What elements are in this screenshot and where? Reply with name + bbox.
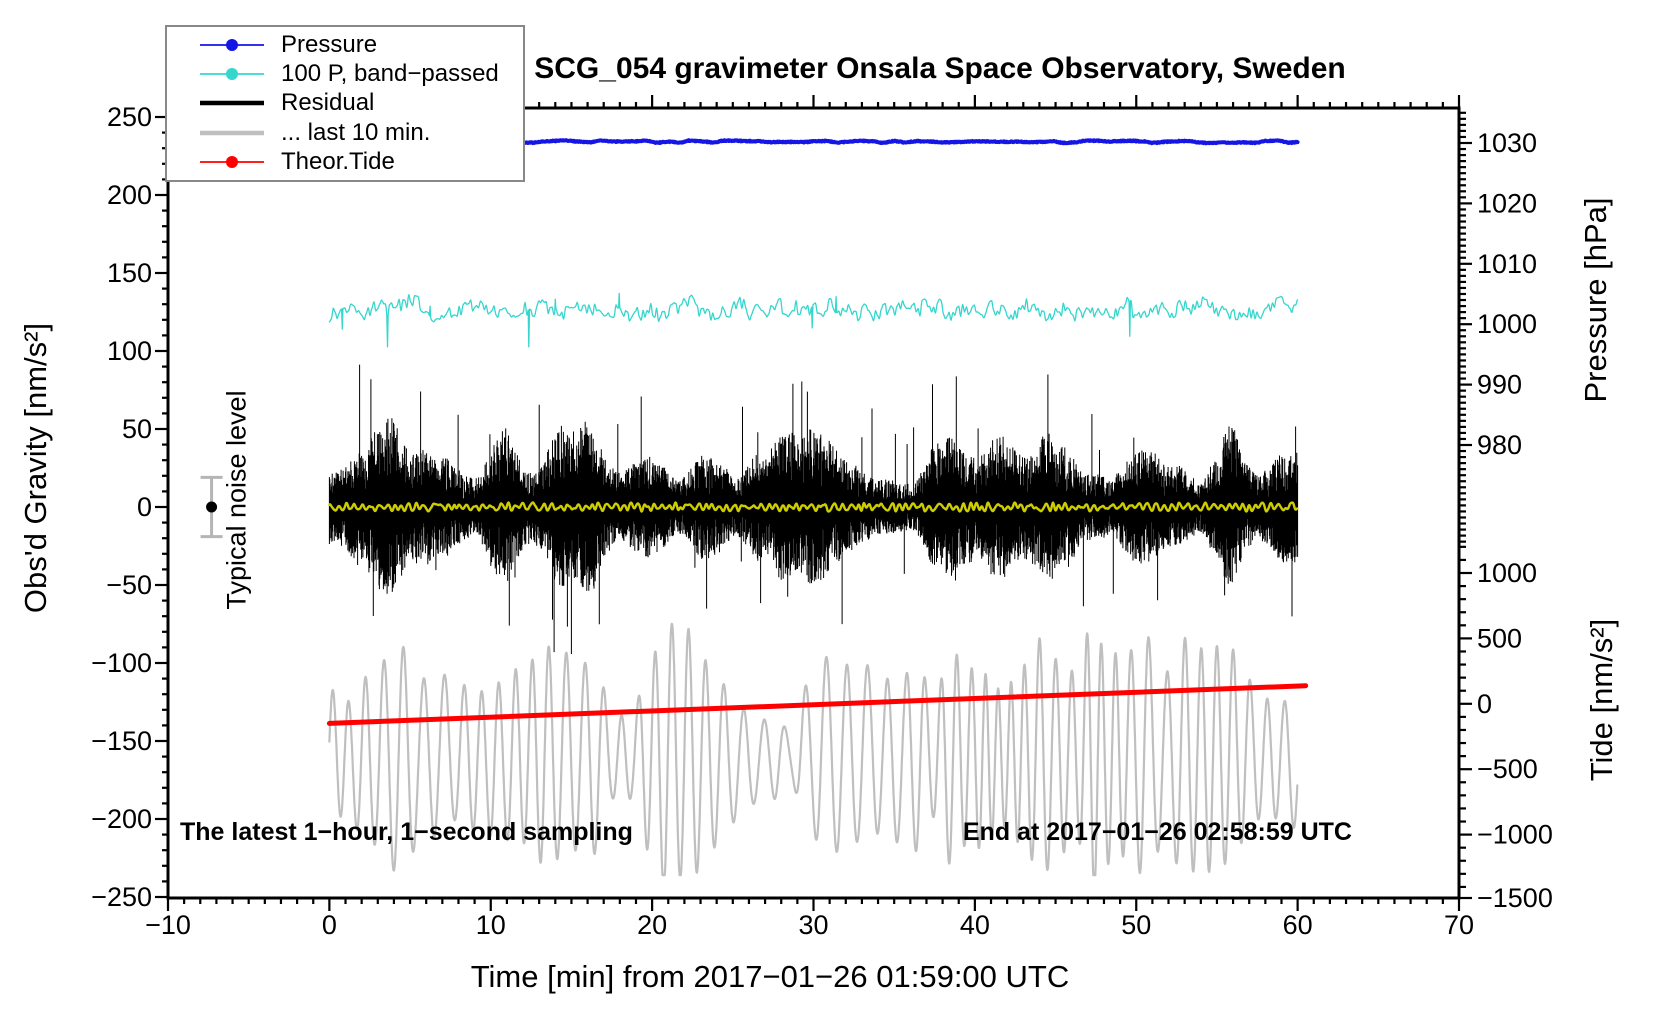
series-last-10-min bbox=[328, 622, 1299, 877]
gravity-tick-label: −150 bbox=[91, 726, 152, 756]
legend-item: Pressure bbox=[167, 31, 523, 58]
x-tick-label: 0 bbox=[322, 910, 337, 940]
pressure-tick-label: 1000 bbox=[1477, 309, 1537, 339]
x-tick-label: −10 bbox=[145, 910, 191, 940]
legend-item: 100 P, band−passed bbox=[167, 60, 523, 88]
sampling-note: The latest 1−hour, 1−second sampling bbox=[180, 818, 633, 846]
x-tick-label: 30 bbox=[798, 910, 828, 940]
series-theor-tide bbox=[326, 683, 1309, 726]
legend-swatch-line bbox=[200, 130, 264, 136]
tide-tick-label: −500 bbox=[1477, 754, 1538, 784]
gravity-tick-label: −250 bbox=[91, 882, 152, 912]
legend-swatch-line-dot bbox=[200, 68, 264, 81]
tide-tick-label: 0 bbox=[1477, 689, 1492, 719]
gravity-tick-label: 250 bbox=[107, 102, 152, 132]
tide-tick-label: −1500 bbox=[1477, 883, 1553, 913]
pressure-tick-label: 1010 bbox=[1477, 249, 1537, 279]
gravity-tick-label: −100 bbox=[91, 648, 152, 678]
x-tick-label: 10 bbox=[476, 910, 506, 940]
pressure-tick-label: 1030 bbox=[1477, 128, 1537, 158]
tide-tick-label: 1000 bbox=[1477, 558, 1537, 588]
tide-tick-label: 500 bbox=[1477, 623, 1522, 653]
legend-item-label: 100 P, band−passed bbox=[281, 60, 499, 88]
pressure-axis-title: Pressure [hPa] bbox=[1578, 197, 1613, 403]
page-title: SCG_054 gravimeter Onsala Space Observat… bbox=[534, 52, 1346, 85]
gravity-tick-label: 50 bbox=[122, 414, 152, 444]
legend-item: Residual bbox=[167, 89, 523, 117]
series-residual-smoothed bbox=[328, 501, 1299, 513]
legend-item-label: Theor.Tide bbox=[281, 148, 395, 176]
x-tick-label: 60 bbox=[1283, 910, 1313, 940]
gravity-axis-title: Obs'd Gravity [nm/s²] bbox=[18, 322, 53, 614]
gravity-tick-label: 100 bbox=[107, 336, 152, 366]
legend-item: ... last 10 min. bbox=[167, 119, 523, 146]
gravity-tick-label: 0 bbox=[137, 492, 152, 522]
gravity-tick-label: −50 bbox=[106, 570, 152, 600]
gravity-tick-label: 150 bbox=[107, 258, 152, 288]
x-axis-title: Time [min] from 2017−01−26 01:59:00 UTC bbox=[470, 959, 1070, 994]
pressure-tick-label: 990 bbox=[1477, 370, 1522, 400]
noise-level-label: Typical noise level bbox=[221, 390, 252, 610]
gravity-tick-label: −200 bbox=[91, 804, 152, 834]
x-tick-label: 50 bbox=[1121, 910, 1151, 940]
legend-box: Pressure 100 P, band−passed Residual... la… bbox=[165, 25, 525, 182]
x-tick-label: 20 bbox=[637, 910, 667, 940]
legend-item-label: Residual bbox=[281, 89, 375, 117]
legend-swatch-line-dot bbox=[200, 38, 264, 51]
tide-tick-label: −1000 bbox=[1477, 820, 1553, 850]
series-band-passed bbox=[328, 292, 1299, 348]
legend-item-label: ... last 10 min. bbox=[281, 118, 431, 146]
pressure-tick-label: 980 bbox=[1477, 430, 1522, 460]
end-time-note: End at 2017−01−26 02:58:59 UTC bbox=[962, 818, 1352, 846]
data-series bbox=[326, 138, 1309, 877]
pressure-tick-label: 1020 bbox=[1477, 188, 1537, 218]
legend-swatch-line-dot bbox=[200, 156, 264, 169]
x-tick-label: 70 bbox=[1444, 910, 1474, 940]
gravity-tick-label: 200 bbox=[107, 180, 152, 210]
legend-item-label: Pressure bbox=[281, 30, 378, 58]
tide-axis-title: Tide [nm/s²] bbox=[1584, 618, 1619, 782]
x-tick-label: 40 bbox=[960, 910, 990, 940]
axes: −10 0 10 20 30 40 50 60 70250200150100500−50−100… bbox=[91, 95, 1553, 940]
legend-swatch-line bbox=[200, 101, 264, 106]
noise-level-marker bbox=[200, 475, 223, 539]
noise-level-dot bbox=[206, 501, 218, 513]
legend-item: Theor.Tide bbox=[167, 148, 523, 176]
